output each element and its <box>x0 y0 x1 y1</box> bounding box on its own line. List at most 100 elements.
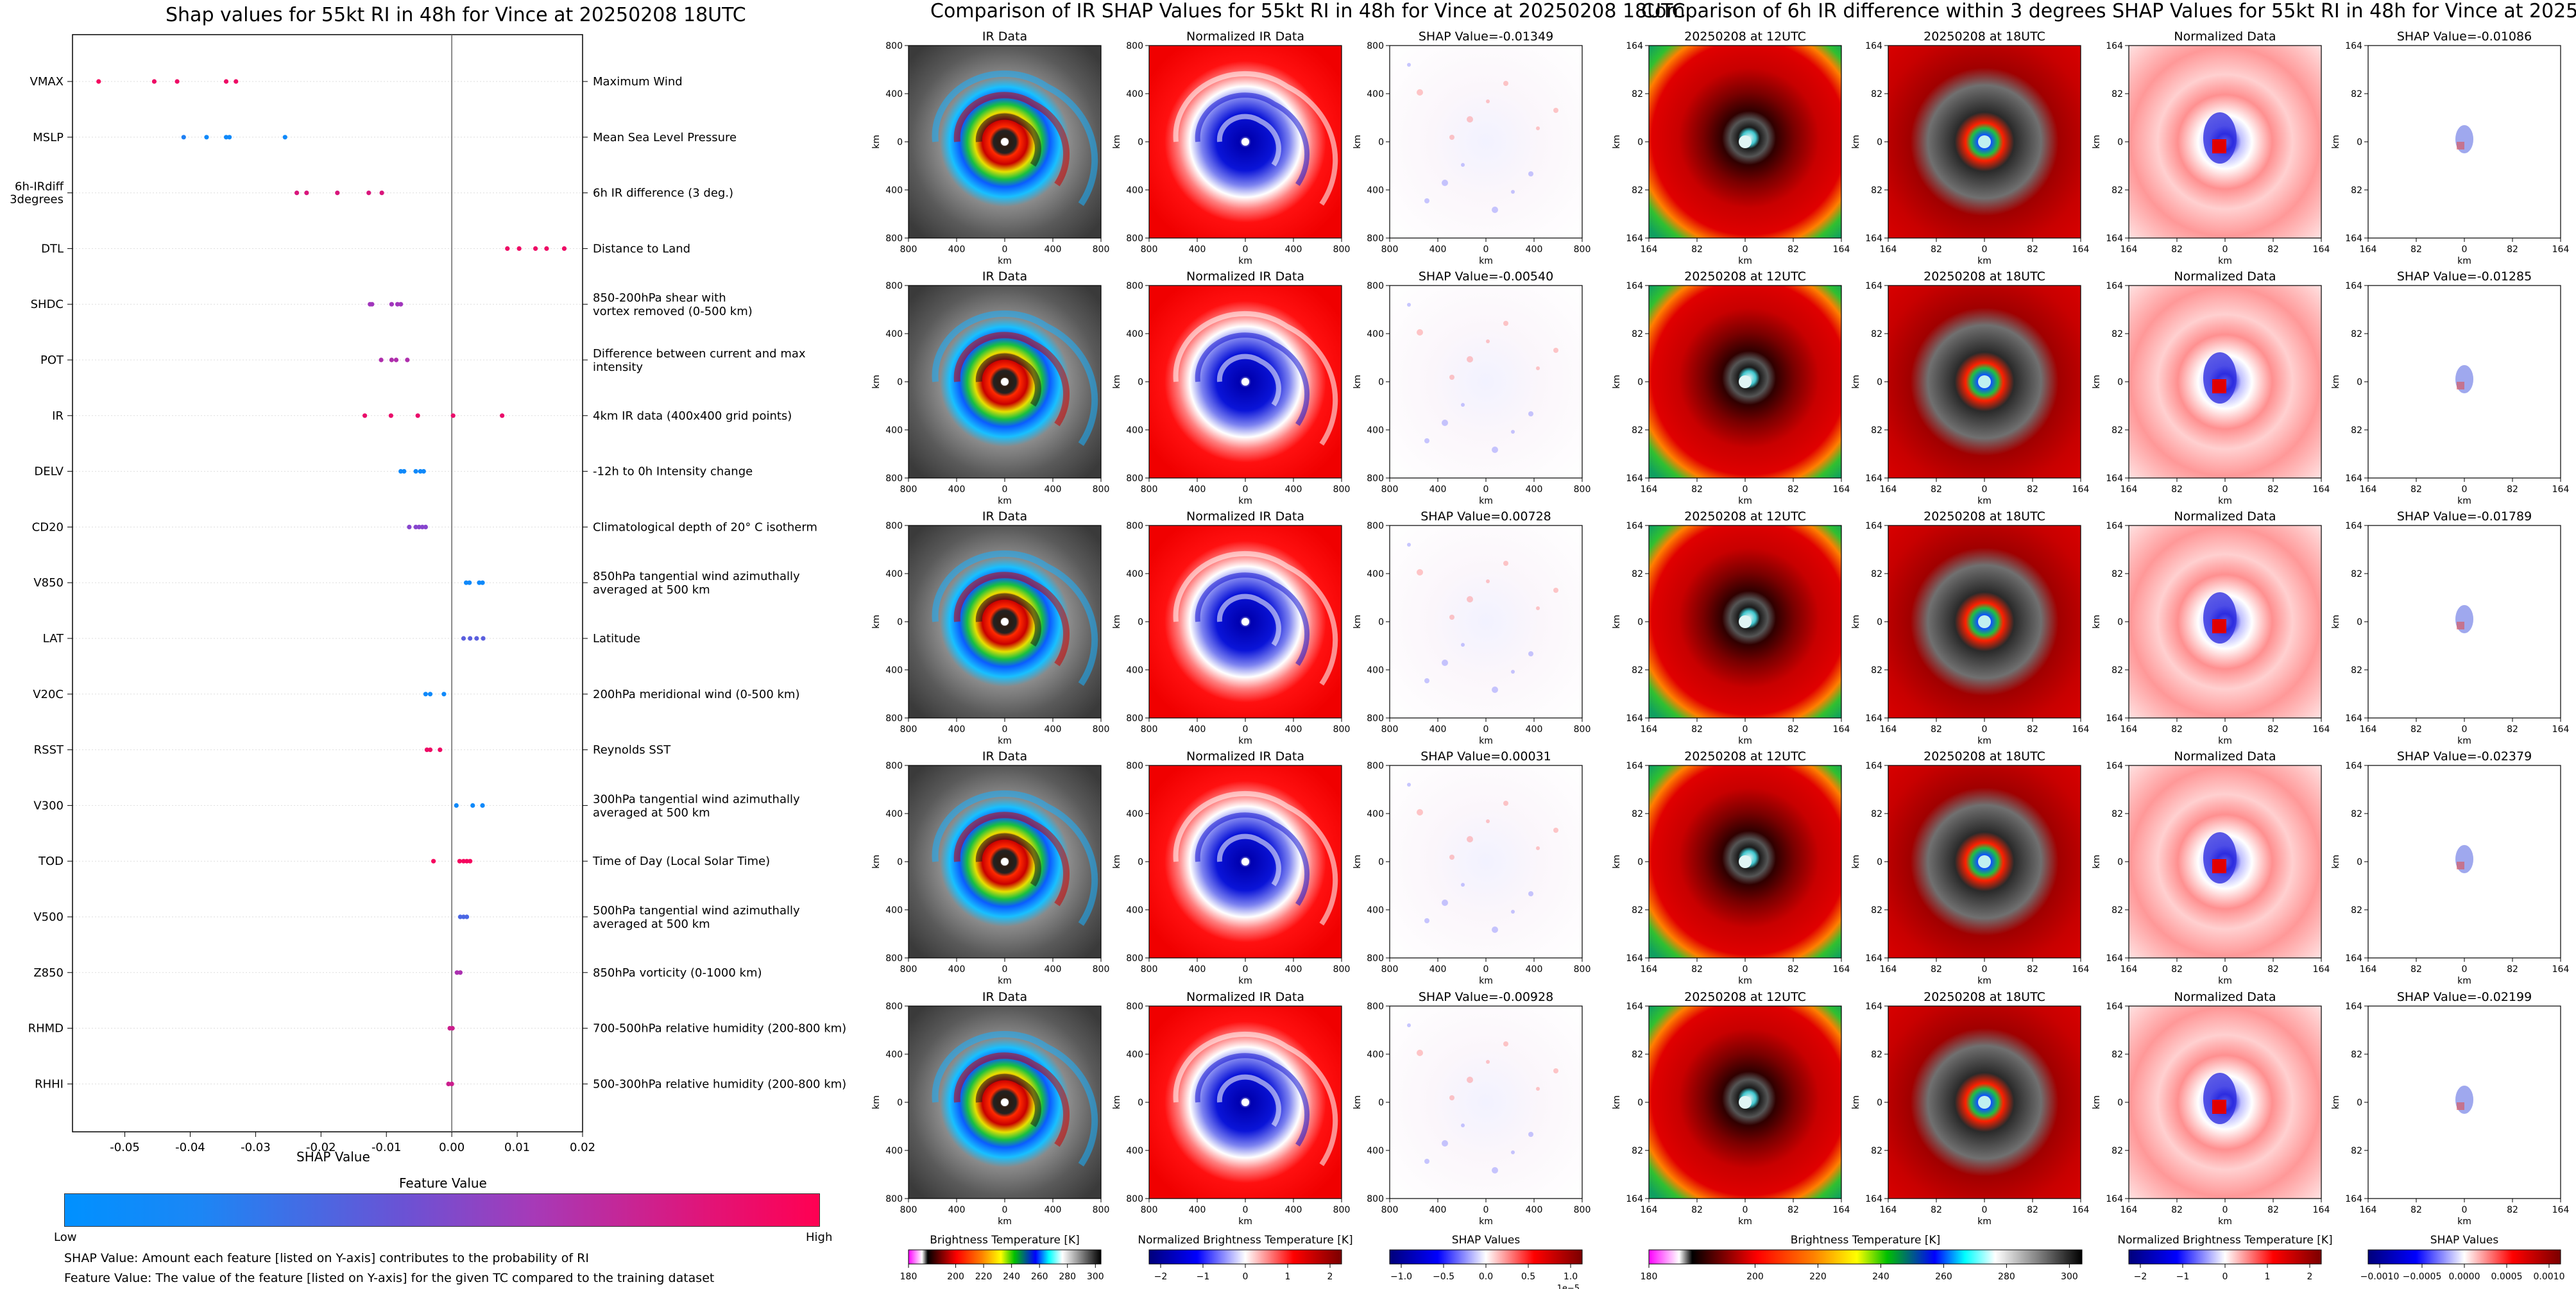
x-tick-label: 82 <box>1787 1205 1799 1215</box>
x-tick-label: 800 <box>900 964 917 975</box>
panel-image <box>1390 286 1582 478</box>
shap-speck <box>1442 660 1448 666</box>
y-tick-label: 400 <box>1367 1146 1384 1156</box>
x-tick-label: 82 <box>1691 244 1703 255</box>
shap-speck <box>1467 356 1473 363</box>
shap-speck <box>1424 198 1429 203</box>
shap-speck <box>1553 588 1558 593</box>
y-tick-label: 164 <box>2345 1194 2362 1204</box>
y-tick-label: 800 <box>885 521 903 531</box>
x-tick-label: 400 <box>1429 244 1447 255</box>
colorbar-2: Normalized Brightness Temperature [K] −2 −… <box>1138 1234 1352 1282</box>
y-tick-label: 0 <box>1637 617 1643 627</box>
x-tick-label: 800 <box>1093 244 1110 255</box>
y-tick-label: 0 <box>1138 617 1143 627</box>
y-axis-label: km <box>2092 135 2102 149</box>
spiral-band <box>1216 1074 1281 1127</box>
y-tick-label: 0 <box>1877 1098 1882 1108</box>
shap-speck <box>1442 420 1448 426</box>
x-axis-label: km <box>998 736 1012 746</box>
x-tick-label: 400 <box>1429 1205 1447 1215</box>
shap-point <box>282 135 287 140</box>
footnote-feature: Feature Value: The value of the feature … <box>64 1271 715 1285</box>
shap-point <box>450 1026 455 1031</box>
colorbar-label: SHAP Values <box>1452 1234 1521 1247</box>
eye <box>1241 858 1249 866</box>
shap-speck <box>1467 1077 1473 1083</box>
shap-speck <box>1417 329 1423 336</box>
shap-point <box>457 858 462 864</box>
x-tick-label: 400 <box>948 484 966 495</box>
colorbar-tick-label: 240 <box>1872 1272 1889 1282</box>
spiral-band <box>1173 790 1338 926</box>
feature-description: Mean Sea Level Pressure <box>593 131 737 144</box>
eye <box>1978 855 1991 868</box>
x-tick-label: 0 <box>1743 484 1748 495</box>
y-tick-label: 82 <box>1871 425 1882 436</box>
shap-speck <box>1407 783 1411 787</box>
shap-point <box>398 302 404 307</box>
y-tick-label: 164 <box>1865 761 1882 771</box>
shap-point <box>449 1081 454 1086</box>
y-tick-label: 0 <box>2357 137 2362 148</box>
y-axis-label: km <box>1352 1095 1363 1109</box>
shap-x-axis: -0.05 -0.04 -0.03 -0.02 -0.01 0.00 0.01 0.02 <box>110 1132 595 1154</box>
shap-speck <box>1424 1159 1429 1164</box>
x-tick-label: 0.00 <box>439 1141 465 1154</box>
x-axis-label: km <box>1238 496 1252 506</box>
shap-point <box>402 469 407 474</box>
y-tick-label: 164 <box>2345 281 2362 291</box>
shap-point <box>477 580 482 585</box>
y-axis-label: km <box>1352 375 1363 389</box>
colorbar-tick-label: −0.5 <box>1433 1272 1454 1282</box>
x-tick-label: 800 <box>1141 484 1158 495</box>
x-tick-label: 164 <box>2120 484 2138 495</box>
x-tick-label: 164 <box>2120 724 2138 735</box>
y-tick-label: 800 <box>885 281 903 291</box>
shap-speck <box>1417 569 1423 576</box>
feature-description: vortex removed (0-500 km) <box>593 305 753 318</box>
colorbar-offset: 1e−5 <box>1557 1284 1580 1289</box>
shap-speck <box>1407 1023 1411 1027</box>
feature-label: V300 <box>33 799 64 812</box>
x-tick-label: 800 <box>1381 484 1399 495</box>
x-axis-label: km <box>1738 496 1752 506</box>
y-tick-label: 400 <box>1126 425 1143 436</box>
shap-speck <box>1503 801 1508 806</box>
colorbar-tick-label: 2 <box>1327 1272 1333 1282</box>
diff-comparison-title: Comparison of 6h IR difference within 3 … <box>1641 0 2576 22</box>
x-tick-label: 82 <box>2171 484 2183 495</box>
x-tick-label: 800 <box>1381 724 1399 735</box>
y-tick-label: 164 <box>1626 761 1643 771</box>
y-tick-label: 400 <box>1367 185 1384 196</box>
x-tick-label: 82 <box>2267 244 2279 255</box>
x-axis-label: km <box>2218 976 2232 986</box>
x-tick-label: 164 <box>1641 244 1658 255</box>
feature-colorbar-title: Feature Value <box>399 1175 487 1191</box>
x-tick-label: 400 <box>1285 1205 1302 1215</box>
y-tick-label: 82 <box>1871 1050 1882 1060</box>
y-tick-label: 164 <box>2345 761 2362 771</box>
shap-speck <box>1511 1150 1515 1154</box>
y-tick-label: 82 <box>2111 185 2123 196</box>
colorbar-tick-label: 200 <box>1746 1272 1764 1282</box>
y-tick-label: 400 <box>1367 665 1384 676</box>
feature-label: LAT <box>43 632 64 645</box>
shap-speck <box>1511 430 1515 434</box>
x-tick-label: 0 <box>2462 964 2468 975</box>
eye <box>1001 138 1009 146</box>
x-tick-label: 164 <box>2072 244 2090 255</box>
y-tick-label: 82 <box>1632 329 1643 339</box>
y-tick-label: 400 <box>885 1146 903 1156</box>
shap-speck <box>1461 163 1465 167</box>
shap-speck <box>1492 207 1498 213</box>
colorbar-tick-label: 0.0010 <box>2534 1272 2565 1282</box>
feature-label: CD20 <box>32 520 64 534</box>
x-tick-label: 0 <box>2462 244 2468 255</box>
footnote-shap: SHAP Value: Amount each feature [listed … <box>64 1251 589 1265</box>
